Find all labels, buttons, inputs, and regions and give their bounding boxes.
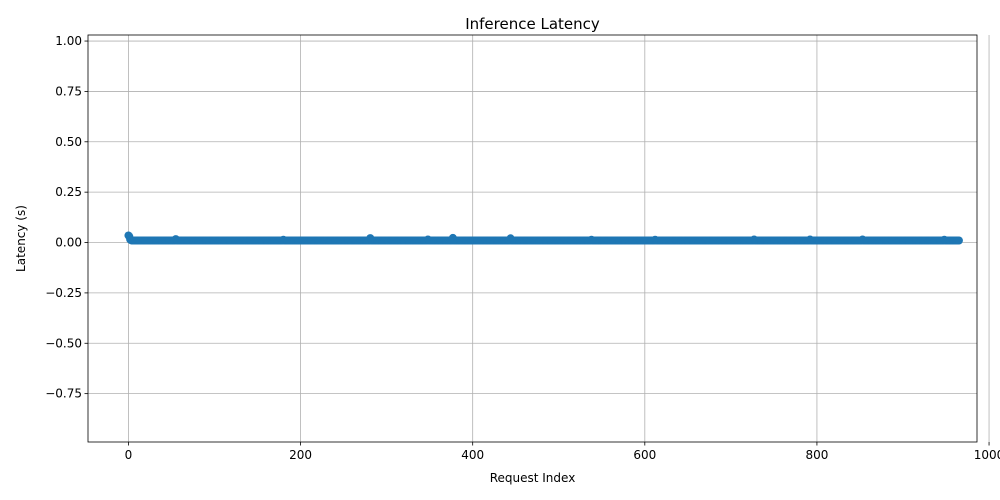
y-tick-label: 0.50 [55, 135, 82, 149]
x-tick-label: 0 [125, 448, 133, 462]
y-tick-label: −0.25 [45, 286, 82, 300]
x-tick-label: 600 [633, 448, 656, 462]
y-tick-label: 1.00 [55, 34, 82, 48]
x-tick-label: 800 [805, 448, 828, 462]
y-axis-label: Latency (s) [14, 205, 28, 272]
y-tick-label: 0.25 [55, 185, 82, 199]
y-tick-label: −0.50 [45, 336, 82, 350]
y-tick-label: 0.00 [55, 236, 82, 250]
chart-title: Inference Latency [465, 15, 600, 33]
y-tick-label: −0.75 [45, 387, 82, 401]
x-axis: 0 200 400 600 800 1000 [125, 442, 1000, 462]
data-series [124, 231, 963, 245]
data-point [954, 236, 963, 245]
x-tick-label: 400 [461, 448, 484, 462]
y-axis: −0.75 −0.50 −0.25 0.00 0.25 0.50 0.75 1.00 [45, 34, 88, 401]
y-tick-label: 0.75 [55, 84, 82, 98]
plot-frame [87, 34, 978, 443]
x-tick-label: 1000 [974, 448, 1000, 462]
x-axis-label: Request Index [490, 471, 576, 485]
x-tick-label: 200 [289, 448, 312, 462]
